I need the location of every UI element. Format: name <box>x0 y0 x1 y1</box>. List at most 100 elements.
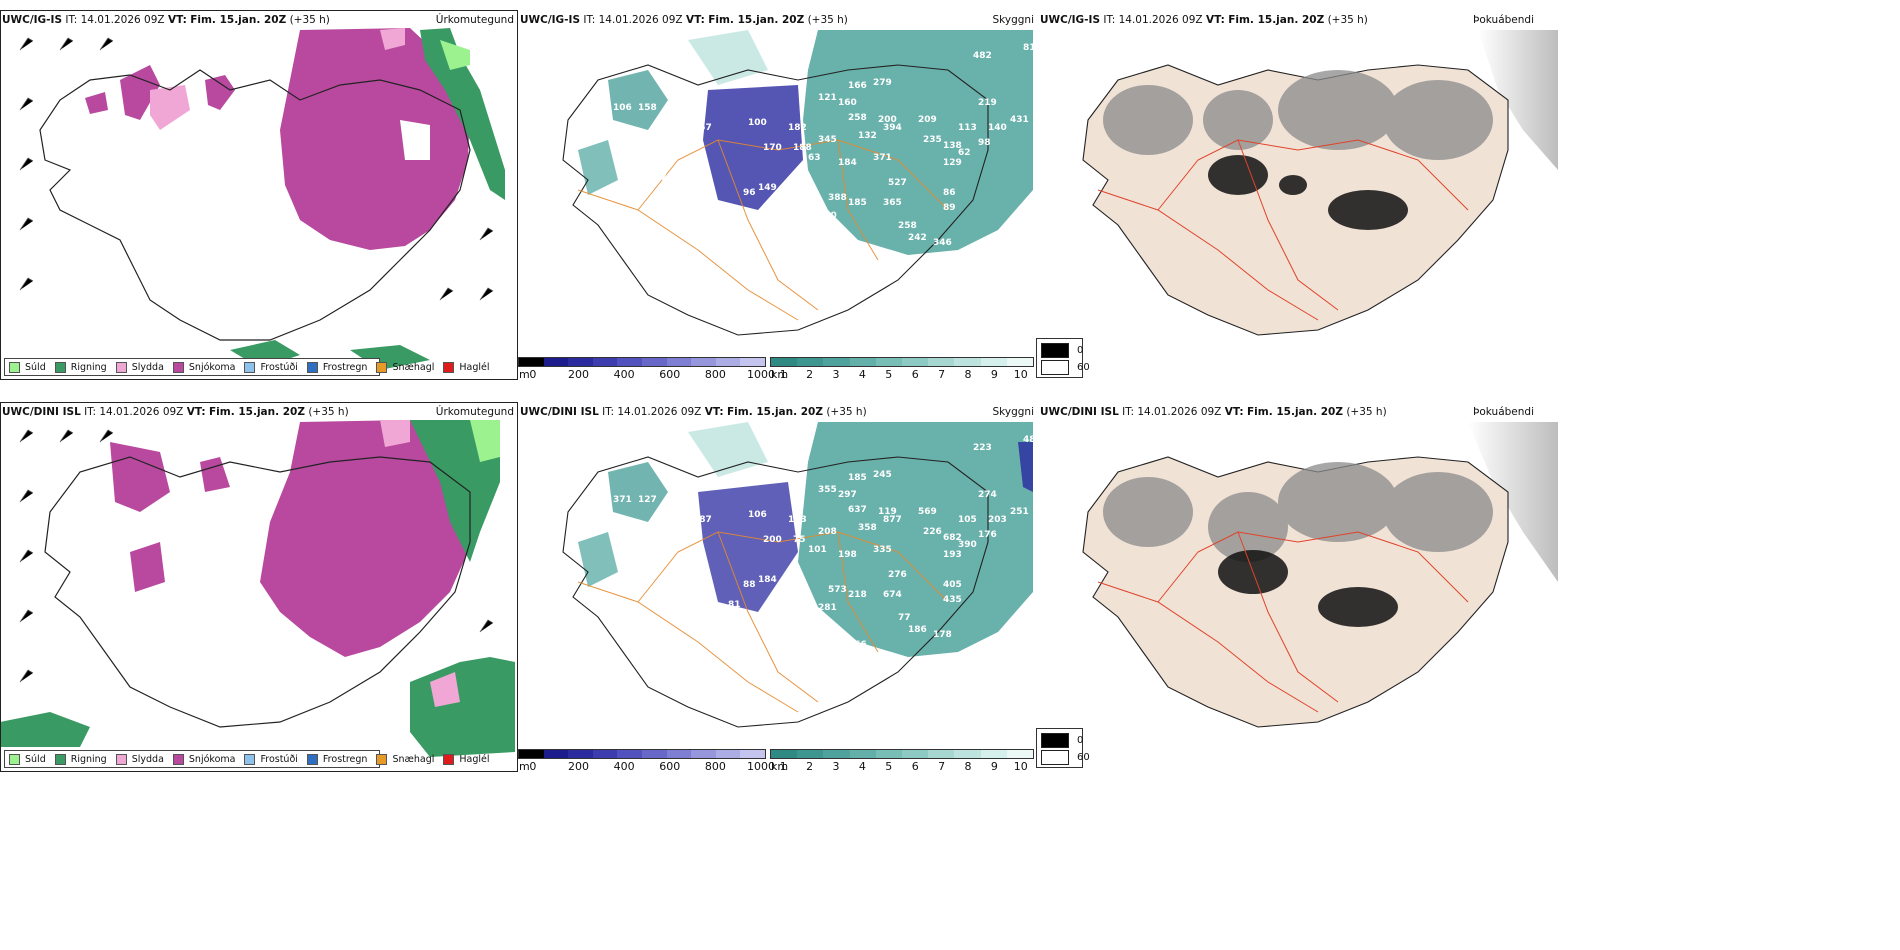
scale-cell <box>519 750 544 758</box>
fog-panel-row2: 0 60 UWC/DINI ISL IT: 14.01.2026 09Z VT: … <box>1036 402 1558 772</box>
cloud-base-value: 231 <box>678 560 697 570</box>
legend-swatch <box>172 753 184 765</box>
legend-label: Frostúði <box>260 753 298 765</box>
scale-tick-label: 0 <box>529 760 537 773</box>
scale-cells <box>770 749 1034 759</box>
cloud-base-value: 184 <box>838 158 857 168</box>
legend-item: Frostúði <box>244 753 298 765</box>
cloud-base-value: 674 <box>883 590 902 600</box>
cloud-base-value: 345 <box>818 135 837 145</box>
cloud-base-value: 251 <box>1010 507 1029 517</box>
panel-title-row2-cloud: UWC/DINI ISL IT: 14.01.2026 09Z VT: Fim.… <box>520 406 867 418</box>
product-label-row2-cloud: Skyggni <box>992 406 1035 418</box>
legend-label: Slydda <box>131 361 164 373</box>
legend-item: Rigning <box>54 361 107 373</box>
legend-item: Snjókoma <box>172 753 235 765</box>
cloud-base-value: 431 <box>1010 115 1029 125</box>
cloud-base-value: 120 <box>623 605 642 615</box>
scale-cell <box>543 358 569 366</box>
legend-swatch <box>244 361 256 373</box>
cloud-base-value: 355 <box>818 485 837 495</box>
cloud-base-value: 815 <box>1023 43 1038 53</box>
cloud-base-value: 63 <box>808 153 821 163</box>
cloud-base-value: 75 <box>683 208 696 218</box>
cloud-base-value: 358 <box>823 640 842 650</box>
legend-swatch <box>306 361 318 373</box>
cloud-base-value: 121 <box>818 93 837 103</box>
scale-cell <box>849 358 876 366</box>
scale-unit: m <box>519 368 530 381</box>
legend-label: Frostregn <box>322 753 368 765</box>
scale-tick-label: 400 <box>613 368 635 381</box>
legend-item: Snæhagl <box>376 753 434 765</box>
legend-item: Rigning <box>54 753 107 765</box>
cloud-base-value: 98 <box>978 138 991 148</box>
fog-key-label: 60 <box>1077 362 1090 373</box>
cloud-base-value: 186 <box>658 510 677 520</box>
scale-tick-label: 600 <box>659 368 681 381</box>
legend-label: Súld <box>25 361 46 373</box>
cloud-base-value: 390 <box>958 540 977 550</box>
cloud-base-value: 394 <box>883 123 902 133</box>
scale-cell <box>617 358 642 366</box>
legend-label: Haglél <box>459 361 490 373</box>
scale-cell <box>568 750 593 758</box>
cloud-base-value: 43 <box>718 233 731 243</box>
cloud-base-value: 88 <box>718 625 731 635</box>
scale-cell <box>771 750 798 758</box>
legend-item: Haglél <box>443 361 490 373</box>
cloud-base-value: 218 <box>848 590 867 600</box>
cloudbase-scale-row1: m 0 200 400 600 800 1000 <box>518 357 775 382</box>
legend-swatch <box>376 753 388 765</box>
scale-cell <box>980 358 1007 366</box>
cloud-base-value: 176 <box>978 530 997 540</box>
cloud-base-value: 106 <box>613 103 632 113</box>
cloud-base-value: 230 <box>818 211 837 221</box>
scale-cell <box>666 358 692 366</box>
scale-tick-label: 400 <box>613 760 635 773</box>
fog-key-label: 60 <box>1077 752 1090 763</box>
scale-cell <box>1006 358 1034 366</box>
scale-tick-label: 800 <box>704 368 726 381</box>
scale-tick-label: 3 <box>832 760 840 773</box>
scale-tick-label: 10 <box>1013 368 1028 381</box>
scale-tick-label: 8 <box>964 760 972 773</box>
scale-cells <box>518 357 766 367</box>
scale-cell <box>823 750 850 758</box>
cloud-base-value: 153 <box>788 515 807 525</box>
cloud-base-value: 96 <box>743 188 756 198</box>
cloud-base-value: 346 <box>933 238 952 248</box>
product-label-row1-cloud: Skyggni <box>992 14 1035 26</box>
scale-tick-label: 800 <box>704 760 726 773</box>
cloud-base-value: 105 <box>958 515 977 525</box>
scale-ticks: km 1 2 3 4 5 6 7 8 9 10 <box>770 760 1034 774</box>
cloud-base-value: 166 <box>848 81 867 91</box>
legend-label: Súld <box>25 753 46 765</box>
cloud-base-value: 198 <box>838 550 857 560</box>
scale-unit: km <box>771 368 789 381</box>
panel-title-row1-cloud: UWC/IG-IS IT: 14.01.2026 09Z VT: Fim. 15… <box>520 14 848 26</box>
cloud-base-value: 137 <box>678 168 697 178</box>
cloud-base-value: 242 <box>908 233 927 243</box>
cloud-base-value: 405 <box>943 580 962 590</box>
cloud-base-value: 127 <box>638 495 657 505</box>
scale-cell <box>928 358 955 366</box>
product-label-row2-fog: Þokuábendi <box>1473 406 1534 418</box>
cloud-base-value: 100 <box>748 118 767 128</box>
scale-tick-label: 1000 <box>747 760 776 773</box>
scale-cell <box>543 750 569 758</box>
cloud-base-value: 371 <box>873 153 892 163</box>
cloud-base-value: 682 <box>943 533 962 543</box>
cloud-base-value: 132 <box>858 131 877 141</box>
scale-tick-label: 4 <box>858 760 866 773</box>
scale-tick-label: 200 <box>568 760 589 773</box>
fog-panel-row1: 0 60 UWC/IG-IS IT: 14.01.2026 09Z VT: Fim… <box>1036 10 1558 380</box>
scale-tick-label: 5 <box>885 368 893 381</box>
cloud-base-value: 297 <box>838 490 857 500</box>
cloud-base-value: 127 <box>648 173 667 183</box>
scale-tick-label: 2 <box>806 760 814 773</box>
legend-item: Slydda <box>115 361 164 373</box>
cloud-base-value: 199 <box>728 615 747 625</box>
scale-tick-label: 0 <box>529 368 537 381</box>
cloud-base-value: 279 <box>873 78 892 88</box>
